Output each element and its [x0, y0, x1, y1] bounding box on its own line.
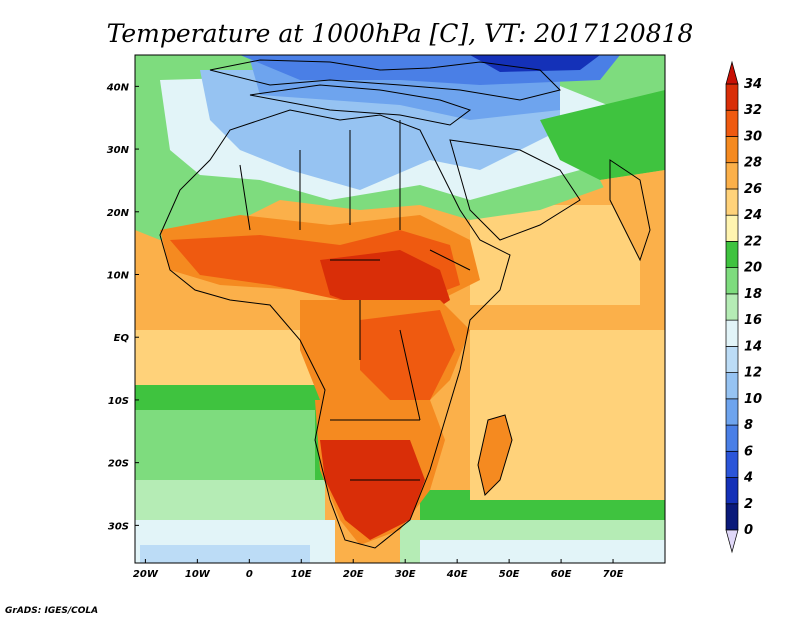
colorbar-box	[725, 424, 739, 452]
colorbar-label: 4	[743, 471, 753, 486]
colorbar-label: 10	[744, 392, 762, 407]
latitude-ticks: 40N 30N 20N 10N EQ 10S 20S 30S	[106, 82, 139, 532]
credit-text: GrADS: IGES/COLA	[5, 606, 98, 616]
colorbar-box	[725, 450, 739, 478]
colorbar-box	[725, 398, 739, 426]
africa-coastline	[159, 109, 511, 549]
longitude-ticks: 20W 10W 0 10E 20E 30E 40E 50E 60E 70E	[133, 559, 624, 580]
madagascar	[478, 415, 512, 495]
colorbar-under-triangle	[725, 529, 739, 554]
mideast-green	[540, 90, 665, 180]
colorbar-label: 18	[744, 287, 762, 302]
south-east-cyan	[420, 540, 665, 563]
map-frame	[134, 54, 666, 564]
lat-tick-label: 20N	[107, 208, 130, 219]
arabia-coastline	[449, 139, 581, 241]
mediterranean-coastline	[249, 84, 472, 126]
lat-tick-label: 30S	[108, 521, 129, 532]
colorbar-label: 12	[744, 366, 762, 381]
colorbar-label: 28	[744, 156, 762, 171]
atlantic-yellow	[135, 330, 325, 385]
lat-tick-label: 30N	[107, 145, 130, 156]
arabian-sea-yellow	[470, 205, 640, 305]
colorbar-box	[725, 477, 739, 505]
india-coastline	[609, 159, 651, 262]
colorbar-label: 0	[744, 523, 753, 538]
colorbar-box	[725, 319, 739, 347]
lat-tick-label: 10S	[108, 396, 129, 407]
madagascar-coastline	[477, 414, 513, 496]
india-orange	[600, 170, 665, 280]
colorbar-label: 34	[744, 77, 762, 92]
colorbar-box	[725, 162, 739, 190]
colorbar-box	[725, 136, 739, 164]
colorbar-box	[725, 503, 739, 531]
europe-coastline	[209, 59, 561, 101]
colorbar-box	[725, 109, 739, 137]
coastlines	[159, 59, 651, 549]
lon-tick-label: 40E	[446, 569, 468, 580]
colorbar-box	[725, 83, 739, 111]
colorbar-box	[725, 346, 739, 373]
colorbar-over-triangle	[725, 60, 739, 85]
lon-tick-label: 20E	[343, 569, 364, 580]
colorbar-label: 2	[744, 497, 753, 512]
lon-tick-label: 70E	[603, 569, 624, 580]
lat-tick-label: 10N	[107, 271, 130, 282]
colorbar-box	[725, 293, 739, 321]
colorbar-box	[725, 188, 739, 216]
colorbar-label: 20	[744, 261, 762, 276]
lon-tick-label: 10E	[291, 569, 312, 580]
lon-tick-label: 10W	[185, 569, 211, 580]
lon-tick-label: 0	[246, 569, 253, 580]
colorbar-label: 16	[744, 313, 762, 328]
colorbar-box	[725, 214, 739, 242]
colorbar-label: 8	[744, 418, 753, 433]
borders	[239, 120, 471, 481]
lon-tick-label: 20W	[133, 569, 159, 580]
colorbar-label: 6	[744, 444, 753, 459]
lat-tick-label: EQ	[114, 333, 130, 344]
colorbar-label: 14	[744, 339, 762, 354]
east-africa-red	[360, 310, 455, 400]
lon-tick-label: 30E	[395, 569, 416, 580]
colorbar-label: 32	[744, 103, 762, 118]
colorbar-box	[725, 267, 739, 295]
colorbar-box	[725, 241, 739, 268]
kalahari-red	[320, 440, 425, 540]
lat-tick-label: 40N	[106, 82, 130, 93]
europe-darkest	[470, 55, 600, 72]
colorbar-label: 26	[744, 182, 762, 197]
lon-tick-label: 60E	[551, 569, 572, 580]
colorbar-label: 30	[744, 129, 762, 144]
lon-tick-label: 50E	[499, 569, 520, 580]
colorbar-box	[725, 372, 739, 400]
south-ocean-blue	[140, 545, 310, 563]
map-title: Temperature at 1000hPa [C], VT: 20171208…	[107, 19, 694, 48]
lat-tick-label: 20S	[108, 459, 129, 470]
colorbar-label: 22	[744, 234, 762, 249]
colorbar-label: 24	[744, 208, 762, 223]
